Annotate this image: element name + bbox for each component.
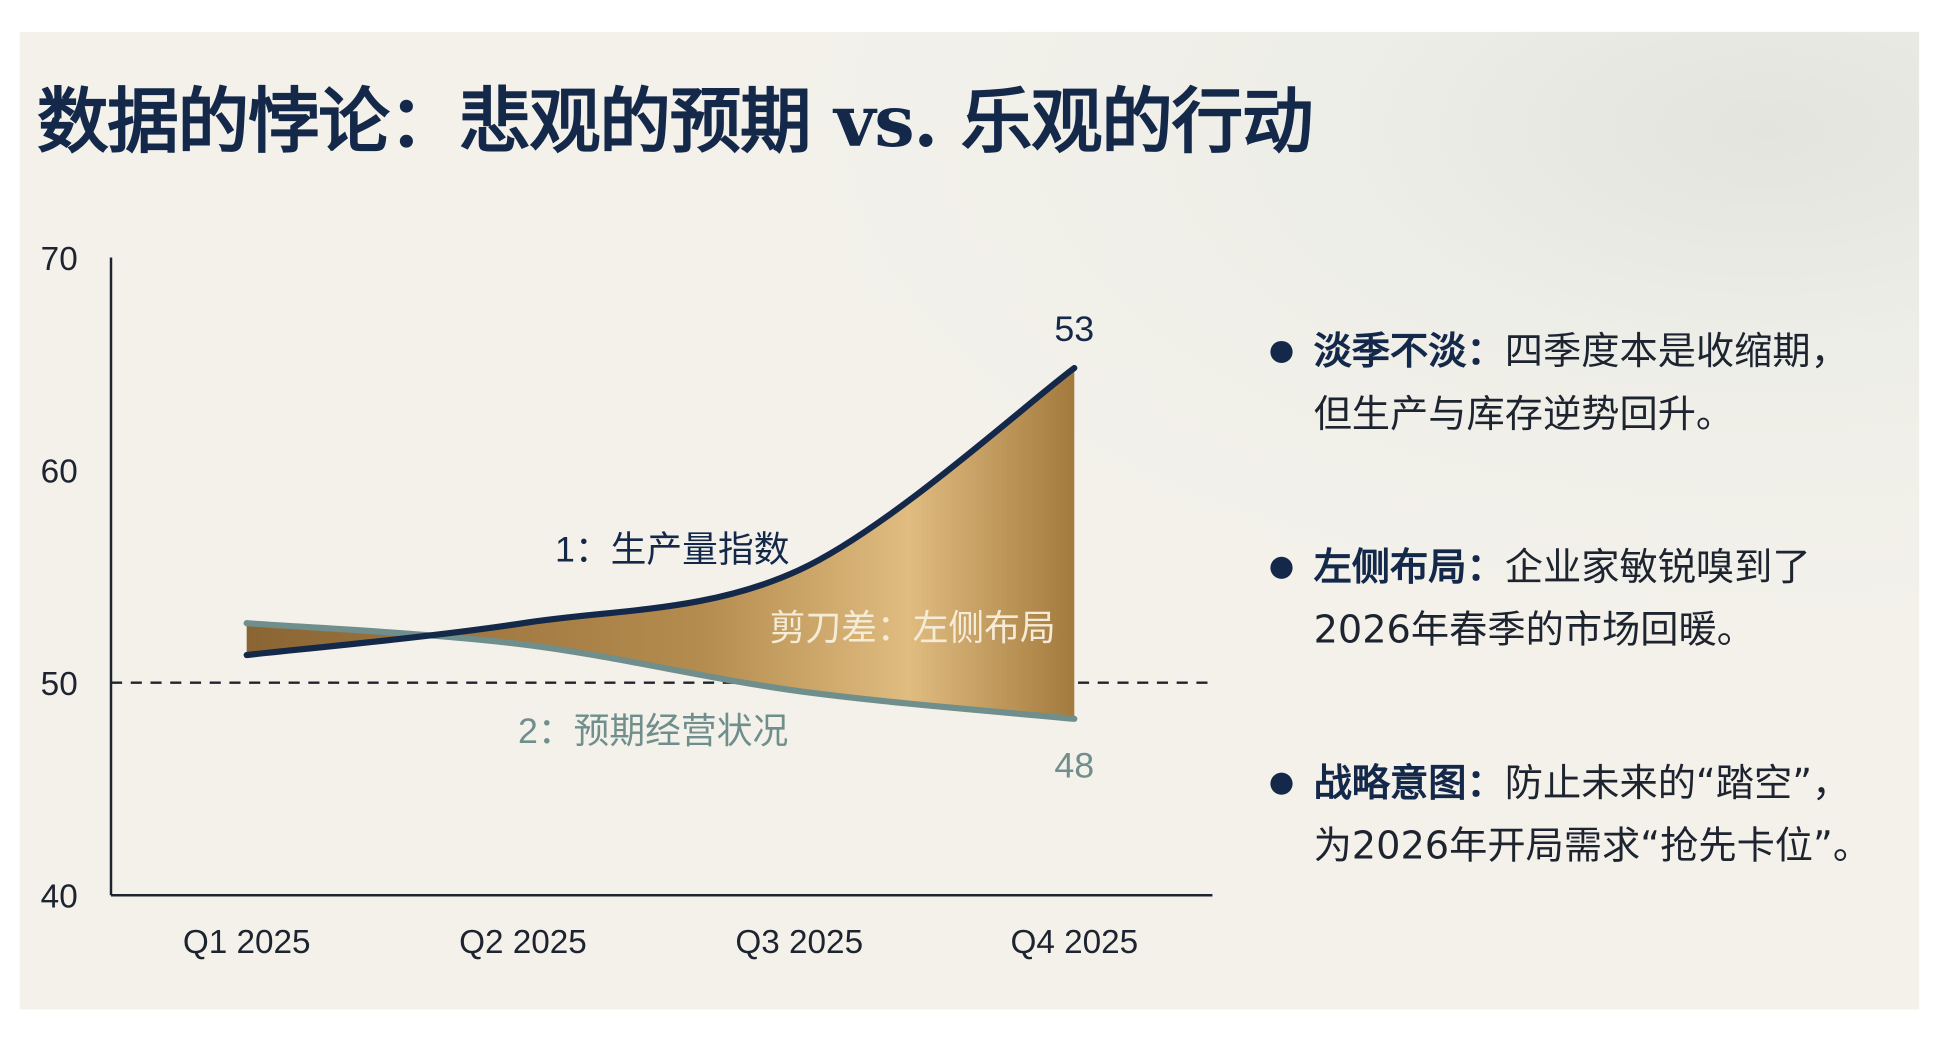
bullet-dot-icon [1270, 772, 1293, 795]
y-tick-label: 60 [41, 453, 78, 490]
bullet-text: 但生产与库存逆势回升。 [1313, 392, 1735, 437]
bullet-text: 为2026年开局需求“抢先卡位”。 [1313, 824, 1872, 869]
series-label-production: 1：生产量指数 [555, 530, 789, 570]
bullet-text: 防止未来的“踏空”， [1504, 761, 1851, 806]
x-tick-label: Q3 2025 [735, 924, 863, 961]
slide-title: 数据的悖论：悲观的预期 vs. 乐观的行动 [37, 79, 1313, 164]
bullet-item: 左侧布局：企业家敏锐嗅到了 2026年春季的市场回暖。 [1270, 537, 1871, 662]
bullet-label: 左侧布局： [1313, 545, 1505, 590]
bullet-item: 淡季不淡：四季度本是收缩期， 但生产与库存逆势回升。 [1270, 321, 1871, 446]
y-tick-label: 70 [41, 241, 78, 278]
bullet-text: 企业家敏锐嗅到了 [1504, 545, 1811, 590]
bullet-dot-icon [1270, 340, 1293, 364]
series-line-production [243, 365, 1078, 659]
bullet-label: 战略意图： [1313, 761, 1505, 806]
bullet-label: 淡季不淡： [1313, 329, 1505, 375]
bullet-item: 战略意图：防止未来的“踏空”， 为2026年开局需求“抢先卡位”。 [1270, 753, 1871, 878]
x-tick-label: Q2 2025 [459, 924, 587, 961]
bullet-text: 四季度本是收缩期， [1504, 329, 1849, 375]
series-label-expectations: 2：预期经营状况 [518, 711, 788, 751]
area-annotation: 剪刀差：左侧布局 [770, 608, 1056, 648]
scissors-gap-area [246, 368, 1075, 719]
x-tick-label: Q1 2025 [183, 924, 311, 961]
y-tick-label: 50 [41, 666, 78, 703]
bullet-text: 2026年春季的市场回暖。 [1313, 608, 1756, 653]
end-label-production: 53 [1054, 309, 1094, 349]
key-points-list: 淡季不淡：四季度本是收缩期， 但生产与库存逆势回升。 左侧布局：企业家敏锐嗅到了… [1270, 321, 1871, 969]
series-line-expectations [243, 620, 1078, 722]
end-label-expectations: 48 [1054, 746, 1094, 786]
bullet-dot-icon [1270, 556, 1293, 579]
y-tick-label: 40 [41, 879, 78, 916]
x-tick-label: Q4 2025 [1010, 924, 1138, 961]
